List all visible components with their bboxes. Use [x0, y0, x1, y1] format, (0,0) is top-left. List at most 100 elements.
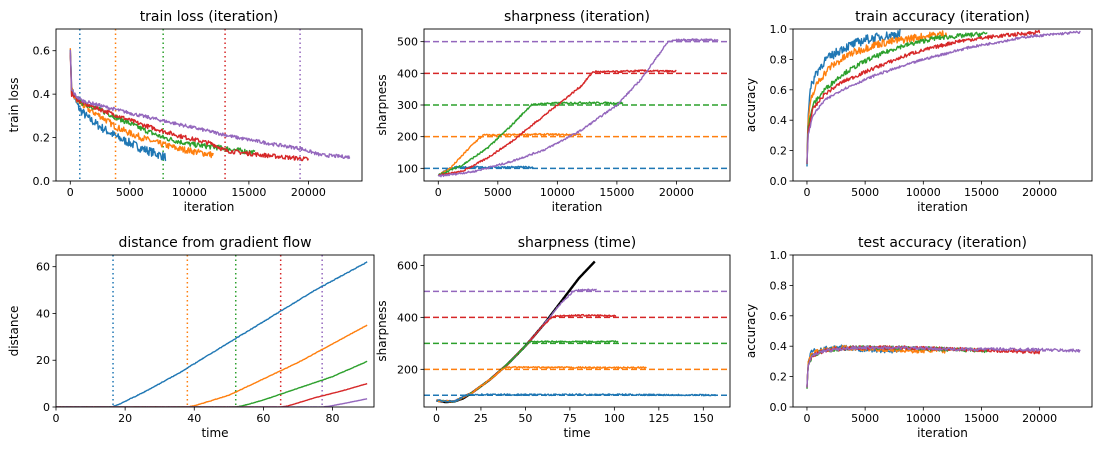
series-line-green: [437, 101, 624, 177]
series-line-blue: [435, 393, 717, 403]
x-tick-label: 0: [803, 412, 810, 425]
series-line-orange: [437, 132, 582, 176]
x-tick-label: 125: [648, 412, 669, 425]
x-tick-label: 0: [435, 186, 442, 199]
x-tick-label: 75: [563, 412, 577, 425]
x-tick-label: 15000: [231, 186, 266, 199]
y-tick-label: 0.4: [33, 88, 51, 101]
x-tick-label: 0: [433, 412, 440, 425]
y-tick-label: 0.6: [770, 84, 788, 97]
y-tick-label: 0.2: [33, 132, 51, 145]
x-axis-label: iteration: [917, 426, 968, 440]
y-tick-label: 1.0: [770, 23, 788, 36]
y-tick-label: 0.4: [770, 114, 788, 127]
y-tick-label: 0.6: [770, 310, 788, 323]
plot-frame: [792, 28, 1093, 182]
x-tick-label: 40: [187, 412, 201, 425]
y-axis-label: sharpness: [375, 74, 389, 135]
series-line-blue: [69, 55, 167, 162]
chart-title: distance from gradient flow: [118, 235, 311, 251]
chart-sharpness-iteration: sharpness (iteration) 0 5000 10000 15000 2000…: [375, 9, 731, 214]
y-tick-label: 0.8: [770, 279, 788, 292]
x-tick-label: 20: [118, 412, 132, 425]
y-tick-label: 0.0: [770, 401, 788, 414]
chart-title: train accuracy (iteration): [855, 9, 1030, 25]
series-line-green: [436, 340, 619, 403]
y-tick-label: 0.4: [770, 340, 788, 353]
y-tick-label: 500: [397, 36, 418, 49]
y-tick-label: 0.0: [770, 175, 788, 188]
chart-title: sharpness (iteration): [504, 9, 650, 25]
x-tick-label: 150: [693, 412, 714, 425]
y-tick-label: 0.6: [33, 45, 51, 58]
y-axis-label: sharpness: [375, 300, 389, 361]
series-line-orange: [435, 365, 647, 403]
y-tick-label: 300: [397, 99, 418, 112]
x-tick-label: 15000: [964, 186, 999, 199]
y-tick-label: 0.0: [33, 175, 51, 188]
y-tick-label: 0: [43, 401, 50, 414]
chart-title: test accuracy (iteration): [858, 235, 1027, 251]
x-axis-label: iteration: [917, 200, 968, 214]
series-line-purple: [806, 30, 1081, 164]
series-line-red: [806, 29, 1041, 164]
x-tick-label: 5000: [851, 412, 879, 425]
y-tick-label: 100: [397, 162, 418, 175]
y-tick-label: 200: [397, 363, 418, 376]
chart-title: train loss (iteration): [140, 9, 279, 25]
x-tick-label: 60: [256, 412, 270, 425]
y-axis-label: accuracy: [744, 78, 758, 132]
y-axis-label: distance: [7, 306, 21, 357]
series-line-blue: [56, 261, 368, 407]
chart-distance-gradient-flow: distance from gradient flow 0 20 40 60 80 0 20 4…: [7, 235, 375, 440]
x-tick-label: 10000: [540, 186, 575, 199]
x-tick-label: 50: [518, 412, 532, 425]
x-axis-label: time: [563, 426, 590, 440]
x-tick-label: 10000: [172, 186, 207, 199]
x-tick-label: 20000: [1022, 412, 1057, 425]
x-tick-label: 5000: [484, 186, 512, 199]
y-tick-label: 200: [397, 131, 418, 144]
x-tick-label: 0: [67, 186, 74, 199]
y-tick-label: 0.2: [770, 145, 788, 158]
y-tick-label: 600: [397, 259, 418, 272]
x-tick-label: 15000: [599, 186, 634, 199]
chart-sharpness-time: sharpness (time) 0 25 50 75 100 125 150 200 400 60…: [375, 235, 731, 440]
series-line-red: [436, 313, 617, 403]
series-line-orange: [69, 48, 214, 159]
x-tick-label: 20000: [1022, 186, 1057, 199]
series-line-orange: [56, 324, 368, 407]
y-tick-label: 0.2: [770, 371, 788, 384]
series-line-orange: [806, 30, 948, 164]
x-tick-label: 25: [474, 412, 488, 425]
series-line-purple: [69, 49, 351, 160]
series-line-blue: [806, 29, 901, 167]
series-line-red: [69, 52, 310, 162]
x-tick-label: 0: [53, 412, 60, 425]
chart-train-loss: train loss (iteration) 0 5000 10000 15000 200…: [7, 9, 363, 214]
series-line-red: [437, 69, 677, 177]
plot-frame: [792, 254, 1093, 408]
x-tick-label: 100: [604, 412, 625, 425]
x-tick-label: 20000: [659, 186, 694, 199]
series-line-purple: [435, 288, 597, 403]
x-tick-label: 15000: [964, 412, 999, 425]
x-tick-label: 10000: [906, 412, 941, 425]
y-tick-label: 40: [36, 307, 50, 320]
series-line-purple: [806, 345, 1081, 388]
x-tick-label: 0: [803, 186, 810, 199]
y-tick-label: 400: [397, 67, 418, 80]
plot-frame: [55, 254, 375, 408]
y-axis-label: train loss: [7, 78, 21, 133]
y-tick-label: 400: [397, 311, 418, 324]
series-line-green: [806, 31, 988, 164]
y-tick-label: 20: [36, 354, 50, 367]
plot-frame: [423, 254, 731, 408]
y-tick-label: 0.8: [770, 53, 788, 66]
y-tick-label: 1.0: [770, 249, 788, 262]
chart-test-accuracy: test accuracy (iteration) 0 5000 10000 15000…: [744, 235, 1093, 440]
series-line-red: [56, 382, 368, 407]
x-axis-label: iteration: [184, 200, 235, 214]
x-axis-label: time: [201, 426, 228, 440]
